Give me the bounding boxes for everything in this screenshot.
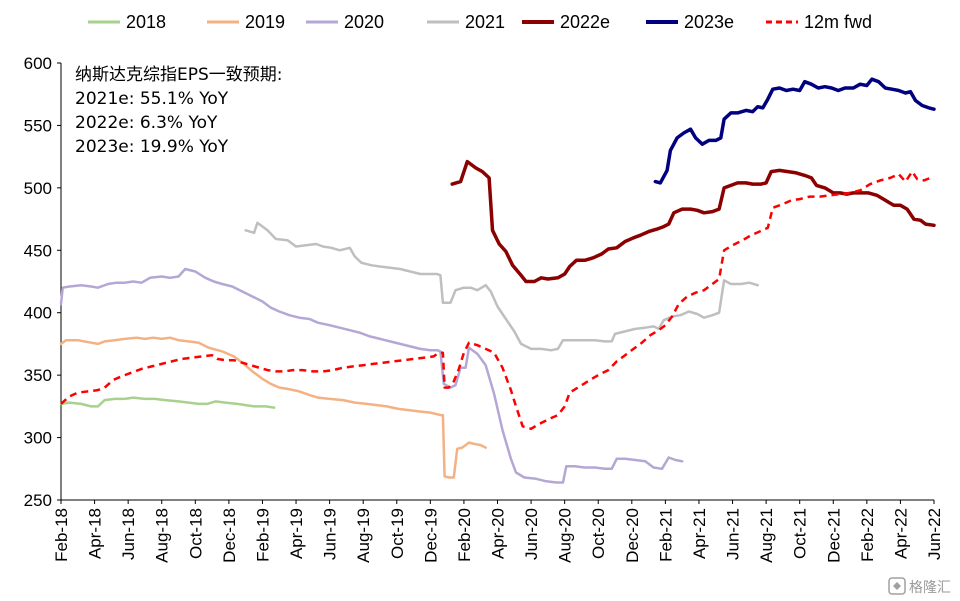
legend-label: 2021 [465,12,505,32]
x-tick-label: Feb-20 [455,508,474,562]
x-tick-label: Feb-22 [858,508,877,562]
y-tick-label: 450 [24,241,52,260]
x-tick-label: Oct-19 [388,508,407,559]
series-line-2018 [59,396,276,409]
legend-label: 12m fwd [804,12,872,32]
x-tick-label: Feb-19 [253,508,272,562]
x-tick-label: Oct-18 [186,508,205,559]
x-tick-label: Feb-21 [656,508,675,562]
x-tick-label: Jun-18 [119,508,138,560]
legend-label: 2019 [245,12,285,32]
y-tick-label: 550 [24,116,52,135]
y-tick-label: 350 [24,366,52,385]
axes: 250 300 350 400 450 500 550 600 Feb-18 Apr-18 Jun-… [24,54,944,563]
legend-label: 2022e [560,12,610,32]
x-tick-label: Dec-18 [220,508,239,563]
y-tick-label: 250 [24,491,52,510]
x-tick-label: Aug-18 [153,508,172,563]
x-tick-label: Jun-21 [724,508,743,560]
annotation-line: 2021e: 55.1% YoY [75,89,229,109]
legend-label: 2018 [126,12,166,32]
series-line-2021 [244,221,759,352]
y-tick-label: 500 [24,179,52,198]
annotation-block: 纳斯达克综指EPS一致预期: 2021e: 55.1% YoY 2022e: 6.3… [75,65,283,157]
legend-label: 2023e [684,12,734,32]
annotation-line: 2023e: 19.9% YoY [75,137,229,157]
annotation-line: 纳斯达克综指EPS一致预期: [75,65,283,85]
x-tick-label: Aug-19 [354,508,373,563]
x-tick-label: Oct-21 [791,508,810,559]
x-tick-label: Jun-20 [522,508,541,560]
series-layer [59,77,936,484]
x-tick-label: Dec-21 [824,508,843,563]
watermark-logo: 格隆汇 [888,577,951,596]
x-tick-label: Jun-22 [925,508,944,560]
x-tick-label: Apr-18 [86,508,105,559]
x-tick-label: Apr-21 [690,508,709,559]
series-line-12m-fwd [60,170,935,431]
x-tick-label: Apr-19 [287,508,306,559]
y-tick-label: 300 [24,429,52,448]
x-tick-label: Apr-22 [891,508,910,559]
x-tick-label: Feb-18 [52,508,71,562]
series-line-2019 [59,336,487,479]
y-tick-label: 600 [24,54,52,73]
x-tick-label: Oct-20 [589,508,608,559]
series-line-2023e [653,77,936,185]
x-tick-label: Dec-20 [623,508,642,563]
svg-text:格隆汇: 格隆汇 [909,580,951,596]
series-line-2022e [450,159,936,284]
annotation-line: 2022e: 6.3% YoY [75,113,218,133]
x-tick-label: Apr-20 [489,508,508,559]
legend-label: 2020 [344,12,384,32]
x-tick-label: Dec-19 [421,508,440,563]
x-tick-label: Jun-19 [321,508,340,560]
series-line-2020 [59,267,684,484]
x-tick-label: Aug-21 [757,508,776,563]
y-tick-label: 400 [24,304,52,323]
legend: 2018 2019 2020 2021 2022e 2023e 12m fwd [88,12,872,32]
x-tick-label: Aug-20 [556,508,575,563]
